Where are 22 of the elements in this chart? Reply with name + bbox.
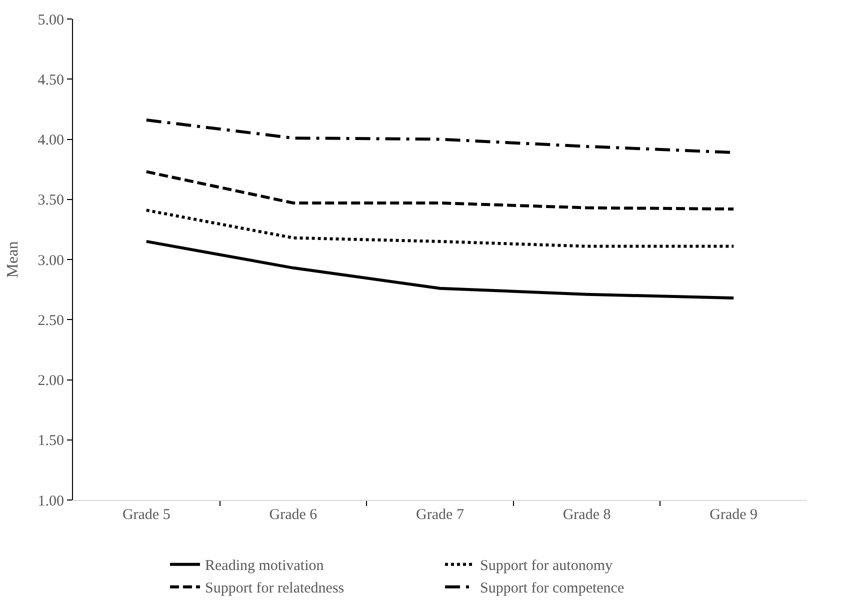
legend-label: Reading motivation	[205, 558, 324, 574]
y-tick-label: 1.00	[38, 493, 64, 510]
y-tick-label: 4.50	[38, 72, 64, 88]
line-series	[144, 170, 736, 210]
x-tick-label: Grade 5	[122, 507, 170, 523]
line-series	[144, 240, 736, 300]
x-tick-label: Grade 9	[710, 507, 758, 523]
y-tick-label: 2.50	[38, 312, 64, 329]
y-tick-label: 4.00	[38, 132, 64, 148]
x-tick-label: Grade 7	[416, 507, 464, 523]
x-tick-label: Grade 8	[562, 507, 611, 523]
y-tick-label: 3.50	[38, 192, 64, 209]
legend-label: Support for autonomy	[480, 558, 613, 574]
y-tick-label: 5.00	[38, 12, 64, 28]
legend-label: Support for relatedness	[205, 580, 344, 597]
y-tick-label: 1.50	[38, 433, 64, 450]
y-axis-title: Mean	[4, 241, 22, 278]
y-tick-label: 3.00	[38, 252, 64, 269]
legend-label: Support for competence	[480, 580, 624, 597]
y-tick-label: 2.00	[38, 373, 64, 389]
line-series	[144, 208, 736, 248]
x-tick-label: Grade 6	[269, 507, 318, 523]
